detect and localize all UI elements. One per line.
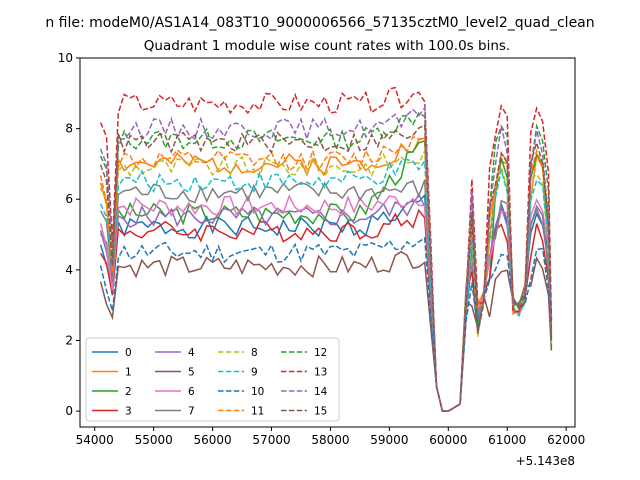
legend-label-15: 15 [314, 406, 327, 418]
legend-label-0: 0 [125, 347, 132, 359]
y-tick-label: 0 [65, 404, 73, 418]
legend-label-13: 13 [314, 367, 327, 379]
legend-label-9: 9 [251, 367, 258, 379]
y-tick-label: 8 [65, 122, 73, 136]
legend-label-6: 6 [188, 386, 195, 398]
legend-label-1: 1 [125, 367, 132, 379]
x-tick-label: 55000 [135, 433, 173, 447]
legend-label-8: 8 [251, 347, 258, 359]
y-tick-label: 6 [65, 192, 73, 206]
legend-label-12: 12 [314, 347, 327, 359]
legend-label-2: 2 [125, 386, 132, 398]
legend-label-14: 14 [314, 386, 328, 398]
x-tick-label: 60000 [429, 433, 467, 447]
series-line-13 [99, 86, 553, 412]
plot-frame [79, 57, 576, 428]
series-line-10 [99, 236, 553, 412]
y-tick-label: 4 [65, 263, 73, 277]
x-tick-label: 61000 [488, 433, 526, 447]
x-tick-label: 62000 [547, 433, 585, 447]
x-axis: 54000 55000 56000 57000 58000 59000 60000 61000… [76, 427, 585, 447]
series-line-9 [99, 158, 553, 412]
series-line-1 [99, 137, 553, 412]
legend-label-10: 10 [251, 386, 264, 398]
x-tick-label: 59000 [370, 433, 408, 447]
x-tick-label: 57000 [252, 433, 290, 447]
x-tick-label: 54000 [76, 433, 114, 447]
y-tick-label: 10 [58, 51, 73, 65]
y-tick-label: 2 [65, 333, 73, 347]
series-line-4 [99, 193, 553, 412]
series-line-14 [99, 106, 553, 412]
series-layer [99, 86, 553, 412]
x-tick-label: 58000 [311, 433, 349, 447]
chart-title: Quadrant 1 module wise count rates with … [144, 38, 510, 54]
series-line-8 [99, 150, 553, 412]
legend-label-4: 4 [188, 347, 195, 359]
legend-box [85, 337, 340, 422]
legend-label-3: 3 [125, 406, 132, 418]
chart-suptitle: n file: modeM0/AS1A14_083T10_9000006566_… [45, 15, 594, 31]
series-line-15 [99, 123, 553, 412]
x-tick-label: 56000 [193, 433, 231, 447]
series-line-6 [99, 194, 553, 412]
legend-label-11: 11 [251, 406, 264, 418]
x-offset-text: +5.143e8 [516, 454, 575, 468]
legend-label-7: 7 [188, 406, 195, 418]
legend-label-5: 5 [188, 367, 195, 379]
y-axis: 0 2 4 6 8 10 [58, 51, 80, 418]
